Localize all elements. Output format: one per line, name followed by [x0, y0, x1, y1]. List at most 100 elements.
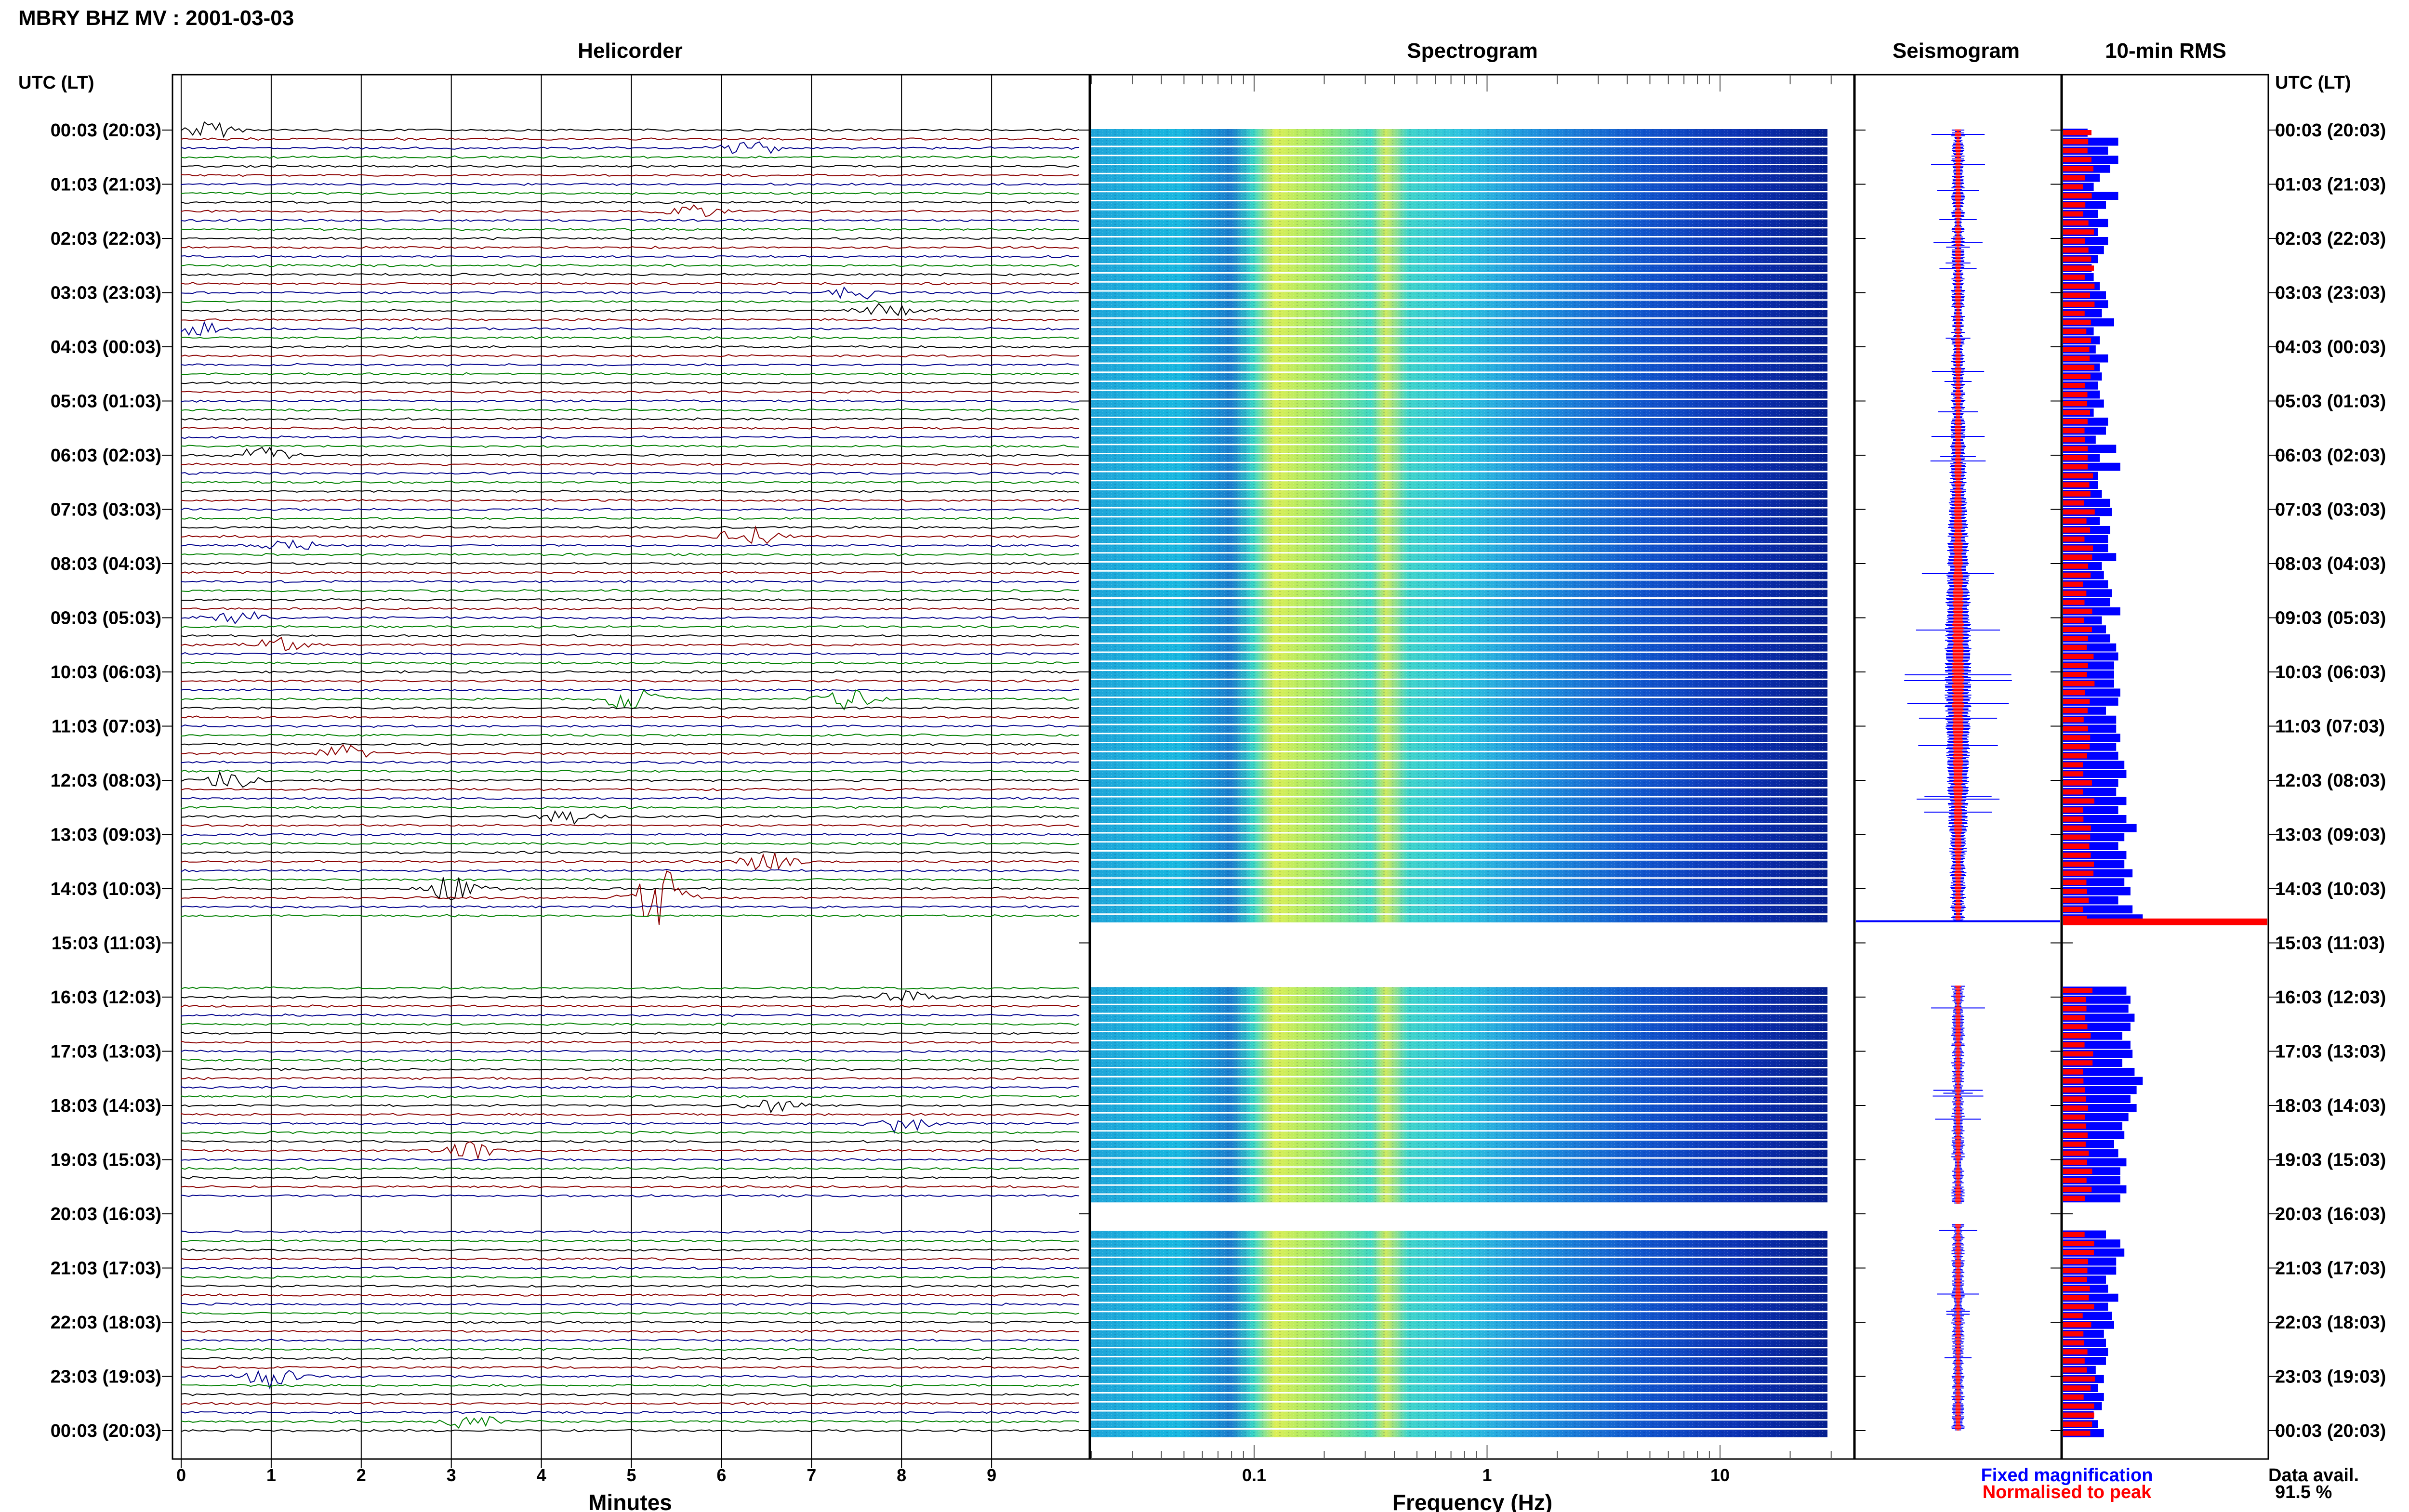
- rms-bar-normalised: [2063, 265, 2094, 271]
- helicorder-trace: [181, 562, 1080, 565]
- helicorder-trace: [181, 155, 1080, 159]
- time-label-right: 14:03 (10:03): [2275, 879, 2386, 899]
- spectrogram-row-texture: [1091, 1402, 1827, 1410]
- rms-bar-normalised: [2063, 139, 2089, 145]
- helicorder-trace: [181, 282, 1080, 286]
- helicorder-trace: [181, 1077, 1080, 1080]
- minute-tick-label: 5: [626, 1465, 636, 1485]
- spectrogram-row-texture: [1091, 246, 1827, 254]
- spectrogram-row-texture: [1091, 1258, 1827, 1266]
- rms-bar-normalised: [2063, 283, 2095, 289]
- helicorder-trace: [181, 273, 1080, 276]
- helicorder-trace: [181, 372, 1080, 376]
- spectrogram-row-texture: [1091, 617, 1827, 625]
- rms-bar-normalised: [2063, 644, 2087, 650]
- helicorder-trace: [181, 868, 1080, 873]
- spectrogram-row-texture: [1091, 219, 1827, 227]
- spectrogram-row-texture: [1091, 228, 1827, 236]
- rms-bar-normalised: [2063, 608, 2092, 614]
- helicorder-trace: [181, 141, 1080, 154]
- helicorder-trace: [181, 1067, 1080, 1071]
- spectrogram-row-texture: [1091, 526, 1827, 534]
- rms-bar-normalised: [2063, 1114, 2085, 1120]
- spectrogram-row-texture: [1091, 463, 1827, 471]
- rms-bar-normalised: [2063, 825, 2091, 831]
- spectrogram-row-texture: [1091, 1014, 1827, 1022]
- time-label-right: 19:03 (15:03): [2275, 1150, 2386, 1170]
- spectrogram-row-texture: [1091, 689, 1827, 697]
- spectrogram-row-texture: [1091, 436, 1827, 444]
- spectrogram-row-texture: [1091, 156, 1827, 164]
- time-label-right: 03:03 (23:03): [2275, 283, 2386, 303]
- time-label-left: 14:03 (10:03): [51, 879, 161, 899]
- rms-bar-normalised: [2063, 1186, 2092, 1192]
- helicorder-trace: [181, 990, 1080, 1002]
- rms-bar-normalised: [2063, 1033, 2091, 1039]
- helicorder-trace: [181, 444, 1080, 448]
- spectrogram-row-texture: [1091, 201, 1827, 209]
- helicorder-trace: [181, 552, 1080, 556]
- minute-tick-label: 2: [357, 1465, 366, 1485]
- helicorder-trace: [181, 733, 1080, 737]
- time-label-right: 16:03 (12:03): [2275, 987, 2386, 1008]
- spectrogram-row-texture: [1091, 563, 1827, 570]
- spectrogram-row-texture: [1091, 725, 1827, 733]
- helicorder-trace: [181, 447, 1080, 460]
- spectrogram-row-texture: [1091, 418, 1827, 426]
- helicorder-trace: [181, 607, 1080, 611]
- helicorder-trace: [181, 381, 1080, 385]
- helicorder-trace: [181, 462, 1080, 466]
- spectrogram-row-texture: [1091, 1303, 1827, 1311]
- rms-bar-normalised: [2063, 907, 2083, 912]
- time-label-right: 06:03 (02:03): [2275, 446, 2386, 466]
- minute-tick-label: 6: [716, 1465, 726, 1485]
- spectrogram-row-texture: [1091, 770, 1827, 778]
- helicorder-trace: [181, 191, 1080, 195]
- rms-bar-normalised: [2063, 193, 2092, 198]
- helicorder-trace: [181, 1094, 1080, 1099]
- rms-bar-peak: [2063, 918, 2267, 925]
- spectrogram-row-texture: [1091, 282, 1827, 290]
- spectrogram-row-texture: [1091, 987, 1827, 995]
- rms-bar-normalised: [2063, 690, 2085, 696]
- rms-bar-normalised: [2063, 789, 2083, 795]
- spectrogram-row-texture: [1091, 1339, 1827, 1347]
- helicorder-trace: [181, 1239, 1080, 1243]
- rms-bar-normalised: [2063, 627, 2092, 632]
- rms-bar-normalised: [2063, 1069, 2083, 1075]
- time-label-left: 18:03 (14:03): [51, 1096, 161, 1116]
- helicorder-trace: [181, 579, 1080, 584]
- rms-bar-normalised: [2063, 1250, 2094, 1255]
- helicorder-title: Helicorder: [578, 39, 683, 63]
- rms-bar-normalised: [2063, 1051, 2093, 1057]
- helicorder-trace: [181, 1040, 1080, 1044]
- time-label-right: 08:03 (04:03): [2275, 554, 2386, 574]
- spectrogram-row-texture: [1091, 318, 1827, 327]
- time-label-left: 01:03 (21:03): [51, 175, 161, 195]
- spectrogram-row-texture: [1091, 1095, 1827, 1103]
- minute-tick-label: 3: [447, 1465, 456, 1485]
- utc-header-left: UTC (LT): [18, 73, 94, 93]
- rms-bar-normalised: [2063, 157, 2091, 162]
- spectrogram-row-texture: [1091, 400, 1827, 408]
- helicorder-trace: [181, 833, 1080, 837]
- rms-bar-normalised: [2063, 374, 2091, 379]
- helicorder-trace: [181, 853, 1080, 870]
- spectrogram-row-texture: [1091, 607, 1827, 616]
- rms-bar-normalised: [2063, 1394, 2084, 1400]
- rms-bar-normalised: [2063, 148, 2088, 154]
- rms-bar-normalised: [2063, 311, 2085, 316]
- helicorder-trace: [181, 1058, 1080, 1062]
- helicorder-trace: [181, 137, 1080, 141]
- rms-bar-normalised: [2063, 798, 2094, 804]
- time-label-left: 02:03 (22:03): [51, 229, 161, 249]
- helicorder-trace: [181, 589, 1080, 592]
- helicorder-trace: [181, 525, 1080, 544]
- time-label-left: 09:03 (05:03): [51, 608, 161, 629]
- spectrogram-row-texture: [1091, 590, 1827, 597]
- helicorder-trace: [181, 263, 1080, 267]
- rms-bar-normalised: [2063, 699, 2090, 704]
- time-label-left: 06:03 (02:03): [51, 446, 161, 466]
- time-label-left: 07:03 (03:03): [51, 500, 161, 520]
- spectrogram-row-texture: [1091, 1384, 1827, 1392]
